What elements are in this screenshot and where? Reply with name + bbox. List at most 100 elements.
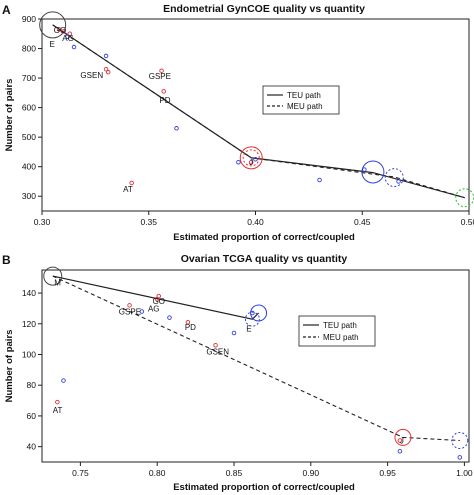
x-tick-label-b: 0.80 — [149, 468, 166, 478]
x-tick-label-b: 1.00 — [456, 468, 473, 478]
point-label-b: PD — [185, 323, 196, 332]
panel-letter-a: A — [2, 3, 11, 17]
panel-letter-b: B — [2, 253, 11, 267]
y-tick-label-b: 60 — [27, 411, 37, 421]
highlight-circle-b — [244, 311, 260, 327]
point-label-a: AG — [62, 34, 74, 43]
highlight-circle-a — [384, 168, 404, 188]
point-label-b: AG — [148, 304, 160, 313]
legend-b: TEU path MEU path — [298, 315, 376, 347]
highlight-circle-a — [239, 146, 263, 170]
highlight-circle-b — [451, 431, 469, 449]
data-point-red-a — [103, 66, 109, 72]
highlight-circle-b — [394, 428, 412, 446]
y-tick-label-b: 100 — [22, 349, 36, 359]
data-point-red-a — [67, 31, 73, 37]
data-point-red-a — [248, 160, 254, 165]
x-tick-label-a: 0.40 — [247, 217, 264, 227]
point-label-a: GSPE — [149, 72, 171, 81]
meu-path-line-b — [52, 275, 460, 442]
meu-path-line-a — [52, 24, 465, 199]
data-point-blue-a — [253, 157, 258, 162]
x-tick-label-b: 0.85 — [226, 468, 243, 478]
tick-group-a: 0.30 0.35 0.40 0.45 0.50 300 400 500 600 700 800 90… — [22, 14, 474, 227]
data-point-blue-b — [61, 378, 66, 383]
data-point-red-a — [159, 68, 164, 73]
data-point-red-b — [156, 293, 161, 299]
legend-box-b — [298, 315, 376, 347]
chart-panel-b: B Ovarian TCGA quality vs quantity 0.75 0… — [2, 253, 473, 493]
point-label-a: GO — [54, 26, 66, 35]
chart-panel-a: A Endometrial GynCOE quality vs quantity… — [2, 3, 474, 243]
point-label-b: GO — [153, 297, 165, 306]
data-point-red-b — [397, 438, 403, 443]
y-tick-label-a: 900 — [22, 14, 36, 24]
legend-box-a — [262, 85, 340, 115]
y-axis-label-b: Number of pairs — [4, 330, 15, 403]
data-point-blue-a — [317, 177, 322, 183]
highlight-circle-a — [242, 149, 260, 167]
data-point-red-b — [213, 343, 218, 348]
point-label-a: J — [249, 158, 253, 167]
y-axis-label-a: Number of pairs — [4, 79, 15, 152]
chart-title-b: Ovarian TCGA quality vs quantity — [181, 253, 348, 265]
x-tick-label-a: 0.45 — [354, 217, 371, 227]
y-tick-label-b: 80 — [27, 380, 37, 390]
highlight-circle-a — [39, 11, 67, 39]
x-axis-label-b: Estimated proportion of correct/coupled — [173, 482, 355, 493]
tick-group-b: 0.75 0.80 0.85 0.90 0.95 1.00 40 60 80 100 120 140 — [22, 288, 473, 478]
point-label-b: J — [400, 437, 404, 446]
data-point-red-a — [105, 69, 111, 75]
data-point-blue-a — [362, 167, 367, 172]
data-point-red-a — [56, 27, 62, 32]
highlight-circle-a — [455, 188, 474, 208]
chart-title-a: Endometrial GynCOE quality vs quantity — [163, 3, 365, 15]
legend-meu-label-a: MEU path — [287, 102, 323, 111]
legend-a: TEU path MEU path — [262, 85, 340, 115]
x-tick-label-b: 0.90 — [303, 468, 320, 478]
plot-frame-a — [41, 18, 470, 212]
highlight-circle-b — [43, 266, 63, 286]
y-tick-label-b: 140 — [22, 288, 36, 298]
data-point-red-b — [185, 319, 191, 325]
legend-teu-label-a: TEU path — [287, 91, 321, 100]
x-axis-label-a: Estimated proportion of correct/coupled — [173, 232, 355, 243]
point-label-a: PD — [159, 96, 170, 105]
data-point-red-b — [127, 303, 132, 308]
plot-frame-b — [41, 269, 470, 463]
data-point-red-a — [129, 180, 134, 186]
y-tick-label-a: 700 — [22, 73, 36, 83]
y-tick-label-a: 400 — [22, 162, 36, 172]
data-point-blue-a — [65, 34, 70, 39]
data-point-blue-b — [397, 448, 403, 454]
y-tick-label-b: 120 — [22, 319, 36, 329]
data-point-blue-a — [174, 126, 179, 131]
data-point-blue-a — [103, 53, 109, 59]
y-tick-label-a: 600 — [22, 103, 36, 113]
legend-meu-label-b: MEU path — [323, 333, 359, 342]
x-tick-label-a: 0.50 — [461, 217, 474, 227]
y-tick-label-b: 40 — [27, 442, 37, 452]
highlight-circle-a — [361, 160, 385, 184]
data-point-blue-a — [71, 44, 77, 50]
y-tick-label-a: 800 — [22, 44, 36, 54]
legend-teu-label-b: TEU path — [323, 321, 357, 330]
y-tick-label-a: 500 — [22, 132, 36, 142]
data-point-blue-a — [236, 160, 241, 165]
x-tick-label-a: 0.30 — [34, 217, 51, 227]
data-point-blue-b — [231, 330, 237, 336]
point-label-b: GSPE — [119, 308, 141, 317]
data-point-red-a — [61, 29, 66, 34]
teu-path-line-b — [52, 275, 260, 320]
point-label-a: AT — [123, 185, 133, 194]
x-tick-label-b: 0.75 — [72, 468, 89, 478]
teu-path-line-a — [52, 24, 465, 199]
point-label-b: M — [54, 278, 61, 287]
x-tick-label-a: 0.35 — [140, 217, 157, 227]
data-point-blue-a — [396, 179, 401, 184]
x-tick-label-b: 0.95 — [379, 468, 396, 478]
point-label-b: E — [246, 324, 251, 333]
data-point-blue-b — [167, 315, 172, 320]
